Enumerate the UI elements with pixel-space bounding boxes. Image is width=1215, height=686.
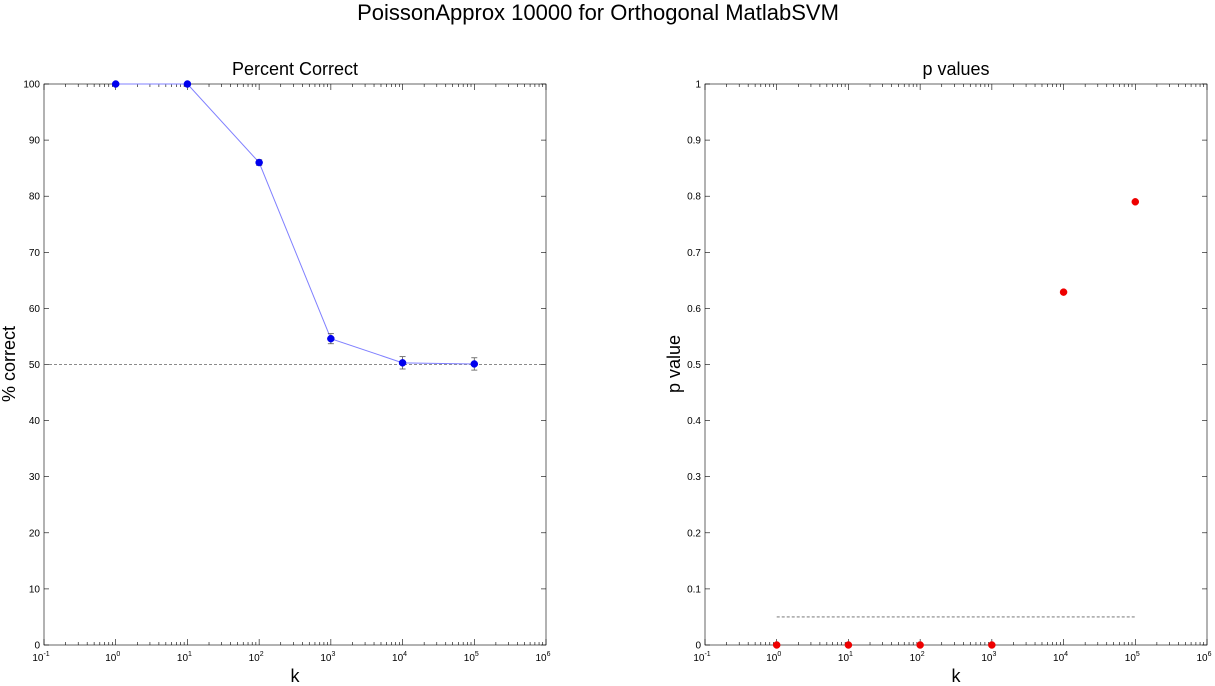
x-tick-label-pc: 101 [177,651,192,664]
x-tick-label-pv: 101 [838,651,853,664]
x-tick-labels-p-values: 10-1 100 101 102 103 104 105 106 [693,651,1211,664]
x-tick-label-pc: 102 [249,651,264,664]
y-tick-label-pc: 0 [34,641,40,652]
data-marks-percent-correct [111,80,479,371]
x-tick-label-pc: 105 [464,651,479,664]
y-tick-label-pv: 0.2 [687,528,701,539]
x-tick-label-pc: 103 [320,651,335,664]
x-tick-label-pc: 100 [105,651,120,664]
y-tick-label-pv: 0.3 [687,472,701,483]
x-tick-label-pv: 103 [981,651,996,664]
y-tick-labels-percent-correct: 0 10 20 30 40 50 60 70 80 90 100 [23,80,40,652]
y-tick-label-pc: 70 [29,248,41,259]
y-tick-label-pc: 30 [29,472,41,483]
y-tick-labels-p-values: 0 0.1 0.2 0.3 0.4 0.5 0.6 0.7 0.8 0.9 1 [687,80,701,652]
data-point-pc [111,80,120,88]
data-marks-p-values [772,198,1140,649]
y-tick-label-pc: 20 [29,528,41,539]
series-line-pc [115,83,475,365]
x-tick-label-pv: 100 [766,651,781,664]
y-tick-label-pc: 50 [29,360,41,371]
y-tick-label-pc: 10 [29,584,41,595]
x-axis-label-percent-correct: k [291,666,301,686]
panel-title-percent-correct: Percent Correct [232,59,358,79]
y-axis-label-percent-correct: % correct [0,326,19,402]
data-point-pc [470,360,479,368]
y-tick-label-pv: 0 [695,641,701,652]
data-point-pc [255,158,263,167]
y-tick-label-pv: 0.7 [687,248,701,259]
y-tick-label-pv: 1 [695,80,701,91]
y-tick-label-pv: 0.1 [687,584,701,595]
y-tick-label-pc: 40 [29,416,41,427]
y-tick-label-pc: 60 [29,304,41,315]
data-point-pc [183,80,192,88]
data-point-pc [398,359,407,367]
x-tick-labels-percent-correct: 10-1 100 101 102 103 104 105 106 [32,651,550,664]
axis-ticks-p-values [704,83,1208,646]
plot-area-p-values [704,83,1208,646]
data-point-pv [1131,198,1140,206]
y-axis-label-p-values: p value [664,335,684,393]
y-tick-label-pv: 0.6 [687,304,701,315]
data-point-pv [772,641,781,649]
y-tick-label-pv: 0.8 [687,192,701,203]
data-point-pc [327,334,335,343]
y-tick-label-pv: 0.4 [687,416,701,427]
y-tick-label-pv: 0.9 [687,136,701,147]
x-tick-label-pv: 106 [1196,651,1211,664]
x-tick-label-pc: 104 [392,651,407,664]
y-tick-label-pc: 80 [29,192,41,203]
y-tick-label-pv: 0.5 [687,360,701,371]
x-tick-label-pv: 104 [1053,651,1068,664]
panel-title-p-values: p values [922,59,989,79]
y-tick-label-pc: 100 [23,80,40,91]
x-tick-label-pv: 105 [1125,651,1140,664]
x-tick-label-pv: 102 [910,651,925,664]
data-point-pv [916,641,924,649]
figure-title: PoissonApprox 10000 for Orthogonal Matla… [357,0,839,25]
x-tick-label-pv: 10-1 [693,651,710,664]
data-point-pv [988,641,996,649]
data-point-pv [844,641,853,649]
x-tick-label-pc: 106 [535,651,550,664]
axis-ticks-percent-correct [43,83,547,646]
panel-percent-correct: Percent Correct k % correct 10-1 100 101 10… [0,59,551,686]
data-point-pv [1059,288,1068,296]
x-tick-label-pc: 10-1 [32,651,49,664]
y-tick-label-pc: 90 [29,136,41,147]
panel-p-values: p values k p value 10-1 100 101 102 103 104 10… [664,59,1212,686]
x-axis-label-p-values: k [952,666,962,686]
